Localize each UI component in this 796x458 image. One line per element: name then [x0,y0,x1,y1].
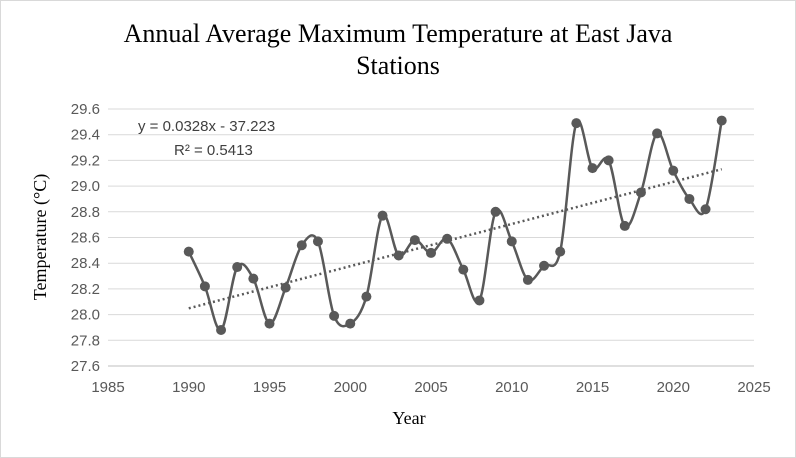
data-point [312,236,323,247]
trendline [188,168,723,310]
data-point [199,281,210,292]
data-point [458,264,469,275]
x-tick-label: 2025 [737,379,770,396]
series-line [187,119,723,332]
y-tick-labels: 27.6 27.8 28.0 28.2 28.4 28.6 28.8 29.0 29.2 29.4… [71,101,100,375]
y-tick-label: 28.2 [71,281,100,298]
data-point [506,236,517,247]
data-point [345,318,356,329]
x-tick-label: 2000 [334,379,367,396]
y-tick-label: 28.8 [71,204,100,221]
trendline-group [188,168,723,310]
data-point [522,274,533,285]
x-tick-label: 2010 [495,379,528,396]
data-point [619,220,630,231]
y-tick-label: 27.8 [71,332,100,349]
trendline-equation: y = 0.0328x - 37.223 [138,118,275,135]
data-point [232,262,243,273]
data-point [296,240,307,251]
data-point [490,206,501,217]
data-point [377,210,388,221]
series-group [183,115,727,336]
data-point [409,235,420,246]
data-point [571,118,582,129]
data-point [716,115,727,126]
data-point [183,246,194,257]
y-tick-label: 27.6 [71,358,100,375]
data-point [555,246,566,257]
y-tick-label: 28.0 [71,307,100,324]
y-axis-title: Temperature (°C) [30,174,51,300]
x-tick-label: 1985 [91,379,124,396]
x-tick-labels: 1985 1990 1995 2000 2005 2010 2015 2020 2025 [91,379,770,396]
x-tick-label: 2015 [576,379,609,396]
gridlines [108,108,754,341]
data-point [361,291,372,302]
y-tick-label: 29.0 [71,178,100,195]
trendline-r-squared: R² = 0.5413 [174,142,253,159]
data-point [635,187,646,198]
data-point [329,310,340,321]
y-tick-label: 28.6 [71,230,100,247]
y-tick-label: 29.4 [71,127,100,144]
chart-title-line2: Stations [356,51,440,80]
y-tick-label: 28.4 [71,255,100,272]
data-point [603,155,614,166]
data-point [248,273,259,284]
x-tick-label: 2020 [657,379,690,396]
data-point [426,247,436,258]
x-axis-title: Year [392,408,425,428]
data-point [539,260,550,271]
data-point [474,295,485,306]
data-point [684,193,695,204]
x-tick-label: 2005 [414,379,447,396]
data-point [280,282,291,293]
y-tick-label: 29.6 [71,101,100,118]
chart-title-line1: Annual Average Maximum Temperature at Ea… [123,19,673,48]
data-point [652,128,663,139]
data-point [668,165,679,176]
data-point [700,204,711,215]
data-point [442,233,453,244]
x-tick-label: 1990 [172,379,205,396]
data-point [216,325,227,336]
data-point [264,318,275,329]
data-point [393,250,404,261]
chart-title: Annual Average Maximum Temperature at Ea… [0,18,796,82]
data-point [587,163,598,174]
x-tick-label: 1995 [253,379,286,396]
y-tick-label: 29.2 [71,152,100,169]
